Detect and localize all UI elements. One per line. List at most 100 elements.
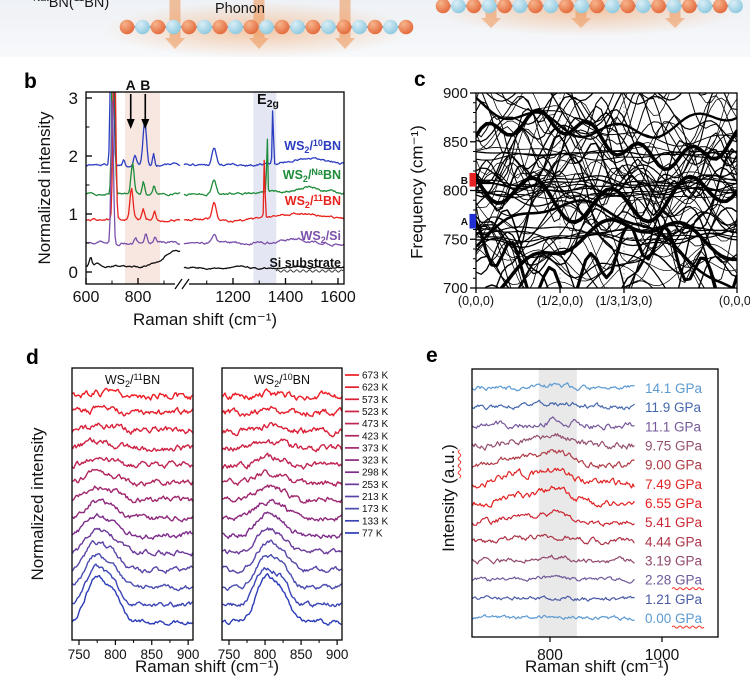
- annotation-arrowhead: [126, 119, 135, 129]
- pressure-curve-6.55 GPa: [472, 485, 635, 508]
- schematic-strip: NatBN(11BN) Phonon: [0, 0, 750, 57]
- y-tick-700: 700: [443, 280, 468, 297]
- nitrogen-atom: [481, 0, 497, 14]
- temp-curve-173 K: [222, 553, 342, 591]
- boron-atom: [651, 0, 666, 14]
- boron-atom: [558, 0, 574, 14]
- pressure-curve-9.00 GPa: [472, 449, 635, 469]
- panel-b-xlabel: Raman shift (cm⁻¹): [132, 310, 278, 329]
- legend-label-623 K: 623 K: [362, 383, 388, 394]
- phonon-band: [476, 95, 737, 220]
- annotation-B: B: [140, 77, 150, 93]
- curve-WS2/NaBN: [183, 138, 344, 197]
- nitrogen-atom: [259, 19, 274, 35]
- temp-curve-77 K: [72, 574, 193, 626]
- pressure-label-3.19 GPa: 3.19 GPa: [645, 554, 703, 569]
- y-tick-750: 750: [443, 231, 468, 248]
- panel-c-plot: 700 750 800 850 900 (0,0,0) (1/2,0,0) (1/3,1/3,…: [443, 85, 750, 308]
- boron-atom: [119, 19, 135, 35]
- x-tick-800: 800: [125, 289, 152, 306]
- temp-curve-573 K: [72, 422, 193, 435]
- legend-label-298 K: 298 K: [362, 468, 388, 479]
- x-tick-800: 800: [104, 647, 127, 662]
- boron-atom: [398, 19, 414, 35]
- legend-label-133 K: 133 K: [362, 516, 388, 527]
- boron-atom: [435, 0, 451, 14]
- subpanel-title-WS2/10BN: WS2/10BN: [254, 372, 310, 389]
- boron-atom: [712, 0, 728, 14]
- panel-e-xlabel: Raman shift (cm⁻¹): [524, 657, 670, 676]
- pressure-label-9.75 GPa: 9.75 GPa: [645, 439, 703, 454]
- phonon-band: [476, 97, 737, 263]
- nitrogen-atom: [135, 19, 150, 35]
- phonon-band: [476, 220, 737, 288]
- phonon-band: [481, 93, 707, 135]
- y-tick-0: 0: [69, 263, 78, 282]
- marker-B: [469, 172, 476, 187]
- nitrogen-atom: [352, 19, 367, 35]
- nitrogen-atom: [543, 0, 559, 14]
- boron-atom: [305, 19, 321, 35]
- panel-b-frame: [85, 91, 345, 285]
- annotation-E2g: E2g: [257, 92, 279, 110]
- legend-label-523 K: 523 K: [362, 407, 388, 418]
- nitrogen-atom: [321, 19, 336, 35]
- x-tick-600: 600: [73, 289, 100, 306]
- panel-b-plot: WS2/10BN WS2/NaBN WS2/11BN WS2/Si Si substra…: [69, 77, 356, 306]
- nitrogen-atom: [635, 0, 651, 14]
- phonon-arrow-icon: [165, 0, 185, 49]
- series-label-underline: [275, 269, 344, 273]
- panel-e-ylabel-au: a.u.: [439, 449, 458, 479]
- phonon-band: [495, 148, 737, 288]
- panel-e-frame: [471, 368, 719, 638]
- phonon-band: [476, 160, 737, 242]
- panel-letter-e: e: [426, 344, 438, 367]
- pressure-label-2.28 GPa: 2.28 GPa: [645, 573, 703, 588]
- nitrogen-atom: [697, 0, 713, 14]
- series-label-WS2/Si: WS2/Si: [301, 229, 341, 245]
- phonon-band: [476, 164, 737, 252]
- phonon-band: [485, 93, 737, 234]
- temp-curve-213 K: [72, 540, 193, 574]
- spellcheck-underline: [671, 625, 705, 629]
- boron-atom: [212, 19, 228, 35]
- pressure-label-9.00 GPa: 9.00 GPa: [645, 458, 703, 473]
- curve-WS2/Si: [183, 233, 344, 247]
- curve-Si substrate: [183, 265, 344, 270]
- boron-atom: [243, 19, 259, 35]
- panel-d-plot: WS2/11BN 750 800 850 900 WS2/10BN 750 800 850 900…: [68, 367, 388, 662]
- temp-curve-673 K: [72, 387, 193, 401]
- temp-curve-473 K: [222, 452, 342, 470]
- pressure-curve-0.00 GPa: [472, 613, 635, 622]
- curve-WS2/11BN: [86, 92, 181, 223]
- pressure-label-11.1 GPa: 11.1 GPa: [645, 419, 702, 434]
- temp-curve-298 K: [72, 513, 193, 540]
- x-tick-750: 750: [218, 647, 241, 662]
- pressure-curve-9.75 GPa: [472, 433, 635, 451]
- temp-curve-523 K: [222, 438, 342, 453]
- legend-label-253 K: 253 K: [362, 480, 388, 491]
- temp-curve-77 K: [222, 573, 342, 626]
- panel-e-ylabel: Intensity (a.u.): [439, 437, 459, 559]
- axis-break-icon: [181, 278, 190, 290]
- y-tick-900: 900: [443, 85, 468, 102]
- pressure-label-5.41 GPa: 5.41 GPa: [645, 515, 703, 530]
- series-label-WS2/NaBN: WS2/NaBN: [283, 167, 341, 184]
- k-point-label: (0,0,0): [719, 294, 750, 308]
- x-tick-850: 850: [290, 647, 313, 662]
- curve-Si substrate: [86, 249, 181, 269]
- atom-chain: [119, 19, 414, 35]
- phonon-band: [476, 164, 737, 288]
- pressure-label-11.9 GPa: 11.9 GPa: [645, 400, 702, 415]
- pressure-label-1.21 GPa: 1.21 GPa: [645, 592, 703, 607]
- x-tick-900: 900: [326, 647, 349, 662]
- axis-break-mask: [175, 279, 189, 289]
- phonon-arrow-icon: [249, 0, 269, 49]
- legend-label-173 K: 173 K: [362, 504, 388, 515]
- pressure-curve-11.9 GPa: [472, 399, 635, 411]
- phonon-label: Phonon: [215, 1, 265, 17]
- pressure-label-0.00 GPa: 0.00 GPa: [645, 611, 703, 626]
- temp-curve-213 K: [222, 539, 342, 574]
